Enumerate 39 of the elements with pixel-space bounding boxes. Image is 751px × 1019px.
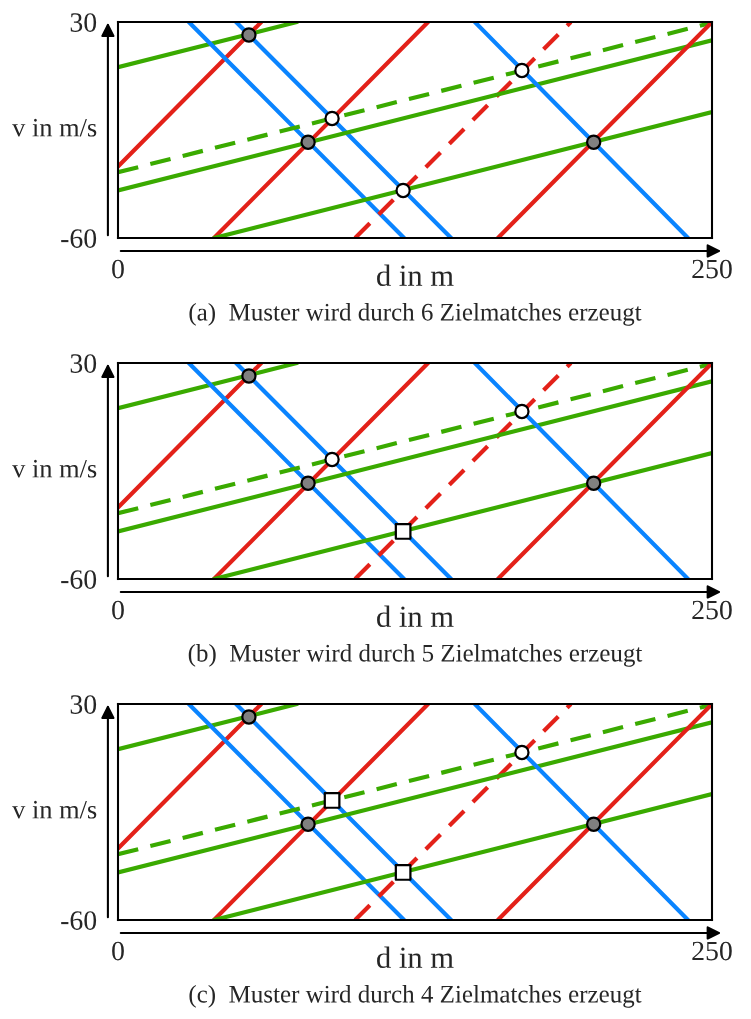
point <box>241 368 257 384</box>
y-tick-label: 30 <box>70 13 97 32</box>
point <box>394 523 412 540</box>
point <box>324 110 340 127</box>
y-axis-title: v in m/s <box>12 118 97 137</box>
point <box>394 864 412 881</box>
point <box>323 792 341 809</box>
point <box>395 182 411 199</box>
point <box>300 475 316 491</box>
point <box>324 451 340 468</box>
point <box>241 27 257 43</box>
y-tick-label: 30 <box>70 695 97 714</box>
x-tick-label: 250 <box>692 600 732 620</box>
y-axis-title: v in m/s <box>12 459 97 478</box>
text: (a) Muster wird durch 6 Zielmatches erzeugt <box>189 303 642 326</box>
point <box>514 62 530 79</box>
y-tick-label: -60 <box>61 229 97 248</box>
point <box>514 744 530 761</box>
x-axis-title: d in m <box>377 605 454 628</box>
point <box>300 816 316 832</box>
x-tick-label: 0 <box>112 600 124 620</box>
point <box>585 475 602 491</box>
point <box>514 403 530 420</box>
point <box>300 134 316 150</box>
text: (c) Muster wird durch 4 Zielmatches erzeugt <box>189 985 642 1008</box>
text: (b) Muster wird durch 5 Zielmatches erzeugt <box>188 644 643 667</box>
y-tick-label: -60 <box>61 570 97 589</box>
x-tick-label: 0 <box>112 259 124 279</box>
x-axis-title: d in m <box>377 946 454 969</box>
x-tick-label: 250 <box>692 941 732 961</box>
point <box>585 816 602 832</box>
x-tick-label: 250 <box>692 259 732 279</box>
x-axis-title: d in m <box>377 264 454 287</box>
y-axis-title: v in m/s <box>12 800 97 819</box>
point <box>241 709 257 725</box>
x-tick-label: 0 <box>112 941 124 961</box>
point <box>585 134 602 150</box>
y-tick-label: -60 <box>61 911 97 930</box>
y-tick-label: 30 <box>70 354 97 373</box>
